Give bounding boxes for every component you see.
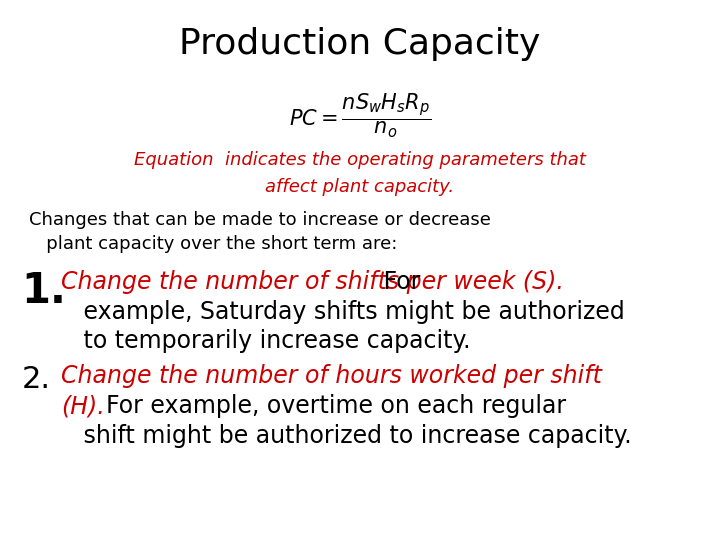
Text: example, Saturday shifts might be authorized: example, Saturday shifts might be author…	[61, 300, 625, 323]
Text: Change the number of hours worked per shift: Change the number of hours worked per sh…	[61, 364, 602, 388]
Text: to temporarily increase capacity.: to temporarily increase capacity.	[61, 329, 471, 353]
Text: For: For	[61, 270, 420, 294]
Text: $PC = \dfrac{nS_wH_sR_p}{n_o}$: $PC = \dfrac{nS_wH_sR_p}{n_o}$	[289, 92, 431, 140]
Text: Changes that can be made to increase or decrease: Changes that can be made to increase or …	[29, 211, 490, 228]
Text: For example, overtime on each regular: For example, overtime on each regular	[61, 394, 567, 418]
Text: affect plant capacity.: affect plant capacity.	[266, 178, 454, 196]
Text: Production Capacity: Production Capacity	[179, 27, 541, 61]
Text: plant capacity over the short term are:: plant capacity over the short term are:	[29, 235, 397, 253]
Text: 1.: 1.	[22, 270, 66, 312]
Text: Change the number of shifts per week (S).: Change the number of shifts per week (S)…	[61, 270, 564, 294]
Text: (H).: (H).	[61, 394, 105, 418]
Text: Equation  indicates the operating parameters that: Equation indicates the operating paramet…	[134, 151, 586, 169]
Text: shift might be authorized to increase capacity.: shift might be authorized to increase ca…	[61, 424, 632, 448]
Text: 2.: 2.	[22, 364, 50, 394]
